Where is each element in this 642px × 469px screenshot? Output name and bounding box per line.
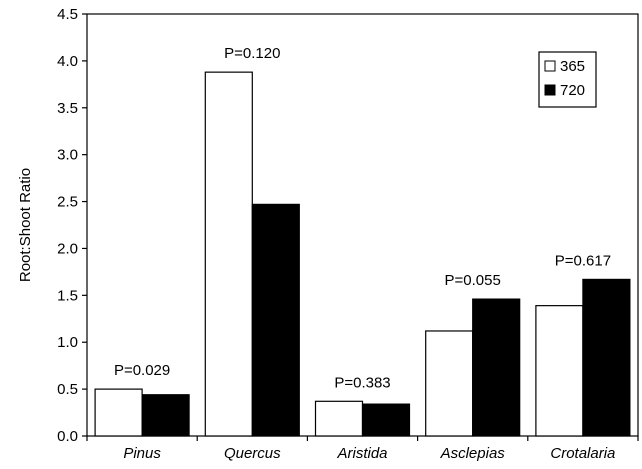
bar-720-pinus: [141, 394, 190, 437]
x-category-label: Quercus: [224, 445, 281, 462]
x-category-label: Pinus: [123, 445, 161, 462]
bar-365-crotalaria: [535, 305, 584, 437]
y-tick-label: 0.5: [57, 381, 78, 398]
y-tick-label: 0.0: [57, 428, 78, 445]
legend-label-720: 720: [560, 82, 585, 99]
x-category-label: Aristida: [336, 445, 387, 462]
y-tick-label: 1.0: [57, 334, 78, 351]
y-tick-label: 2.5: [57, 194, 78, 211]
y-axis-title: Root:Shoot Ratio: [17, 168, 34, 282]
y-tick-label: 4.5: [57, 6, 78, 23]
p-value-label: P=0.617: [555, 252, 611, 269]
bar-365-quercus: [204, 71, 253, 437]
legend-swatch-365: [544, 60, 556, 72]
y-tick-label: 1.5: [57, 287, 78, 304]
bar-365-pinus: [94, 388, 143, 437]
bar-365-asclepias: [425, 330, 474, 437]
y-tick-label: 3.0: [57, 147, 78, 164]
bar-720-aristida: [361, 403, 411, 437]
p-value-label: P=0.120: [224, 45, 280, 62]
bar-720-quercus: [251, 203, 300, 437]
p-value-label: P=0.055: [445, 272, 501, 289]
legend-label-365: 365: [560, 58, 585, 75]
x-category-label: Asclepias: [440, 445, 506, 462]
bar-720-asclepias: [472, 298, 521, 437]
p-value-label: P=0.029: [114, 362, 170, 379]
bar-720-crotalaria: [582, 278, 631, 437]
y-tick-label: 3.5: [57, 100, 78, 117]
p-value-label: P=0.383: [334, 374, 390, 391]
y-tick-label: 4.0: [57, 53, 78, 70]
y-tick-label: 2.0: [57, 240, 78, 257]
plot-area: 0.0 0.5 1.0 1.5 2.0 2.5 3.0 3.5 4.0 4.5 Root:Shoot…: [17, 6, 639, 462]
bar-365-aristida: [314, 400, 364, 437]
x-category-label: Crotalaria: [550, 445, 615, 462]
legend-swatch-720: [544, 84, 556, 96]
